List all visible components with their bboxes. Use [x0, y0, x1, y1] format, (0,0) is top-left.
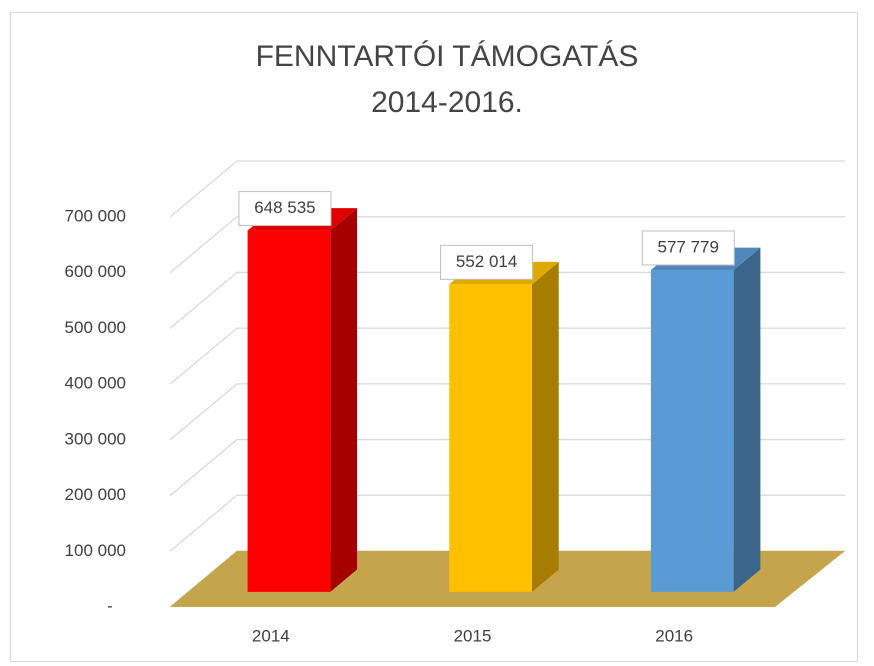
- value-label: 577 779: [658, 237, 719, 256]
- grid-line: [169, 327, 845, 385]
- grid-line: [169, 271, 845, 329]
- y-tick-label: 200 000: [65, 485, 126, 504]
- grid-line: [169, 216, 845, 274]
- bar-side: [531, 261, 559, 592]
- bar: [247, 230, 331, 592]
- value-label-box: [440, 244, 534, 280]
- y-tick-label: 500 000: [65, 318, 126, 337]
- bar-side: [733, 247, 761, 592]
- bar: [650, 269, 734, 592]
- value-label-box: [641, 230, 735, 266]
- grid-line: [169, 160, 845, 218]
- y-tick-label: 100 000: [65, 541, 126, 560]
- x-tick-label: 2015: [454, 626, 492, 645]
- x-tick-label: 2016: [655, 626, 693, 645]
- y-tick-label: 400 000: [65, 374, 126, 393]
- grid-line: [169, 494, 845, 552]
- bar-side: [330, 208, 358, 592]
- bar: [449, 284, 532, 592]
- grid-line: [169, 438, 845, 497]
- grid-line: [169, 383, 845, 441]
- chart-title: FENNTARTÓI TÁMOGATÁS: [256, 40, 639, 73]
- x-tick-label: 2014: [252, 626, 290, 645]
- y-tick-label: -: [107, 596, 113, 615]
- y-tick-label: 300 000: [65, 429, 126, 448]
- y-tick-label: 700 000: [65, 206, 126, 225]
- chart-subtitle: 2014-2016.: [371, 86, 523, 119]
- value-label: 552 014: [456, 252, 517, 271]
- value-label-box: [238, 191, 332, 227]
- value-label: 648 535: [254, 198, 315, 217]
- y-tick-label: 600 000: [65, 262, 126, 281]
